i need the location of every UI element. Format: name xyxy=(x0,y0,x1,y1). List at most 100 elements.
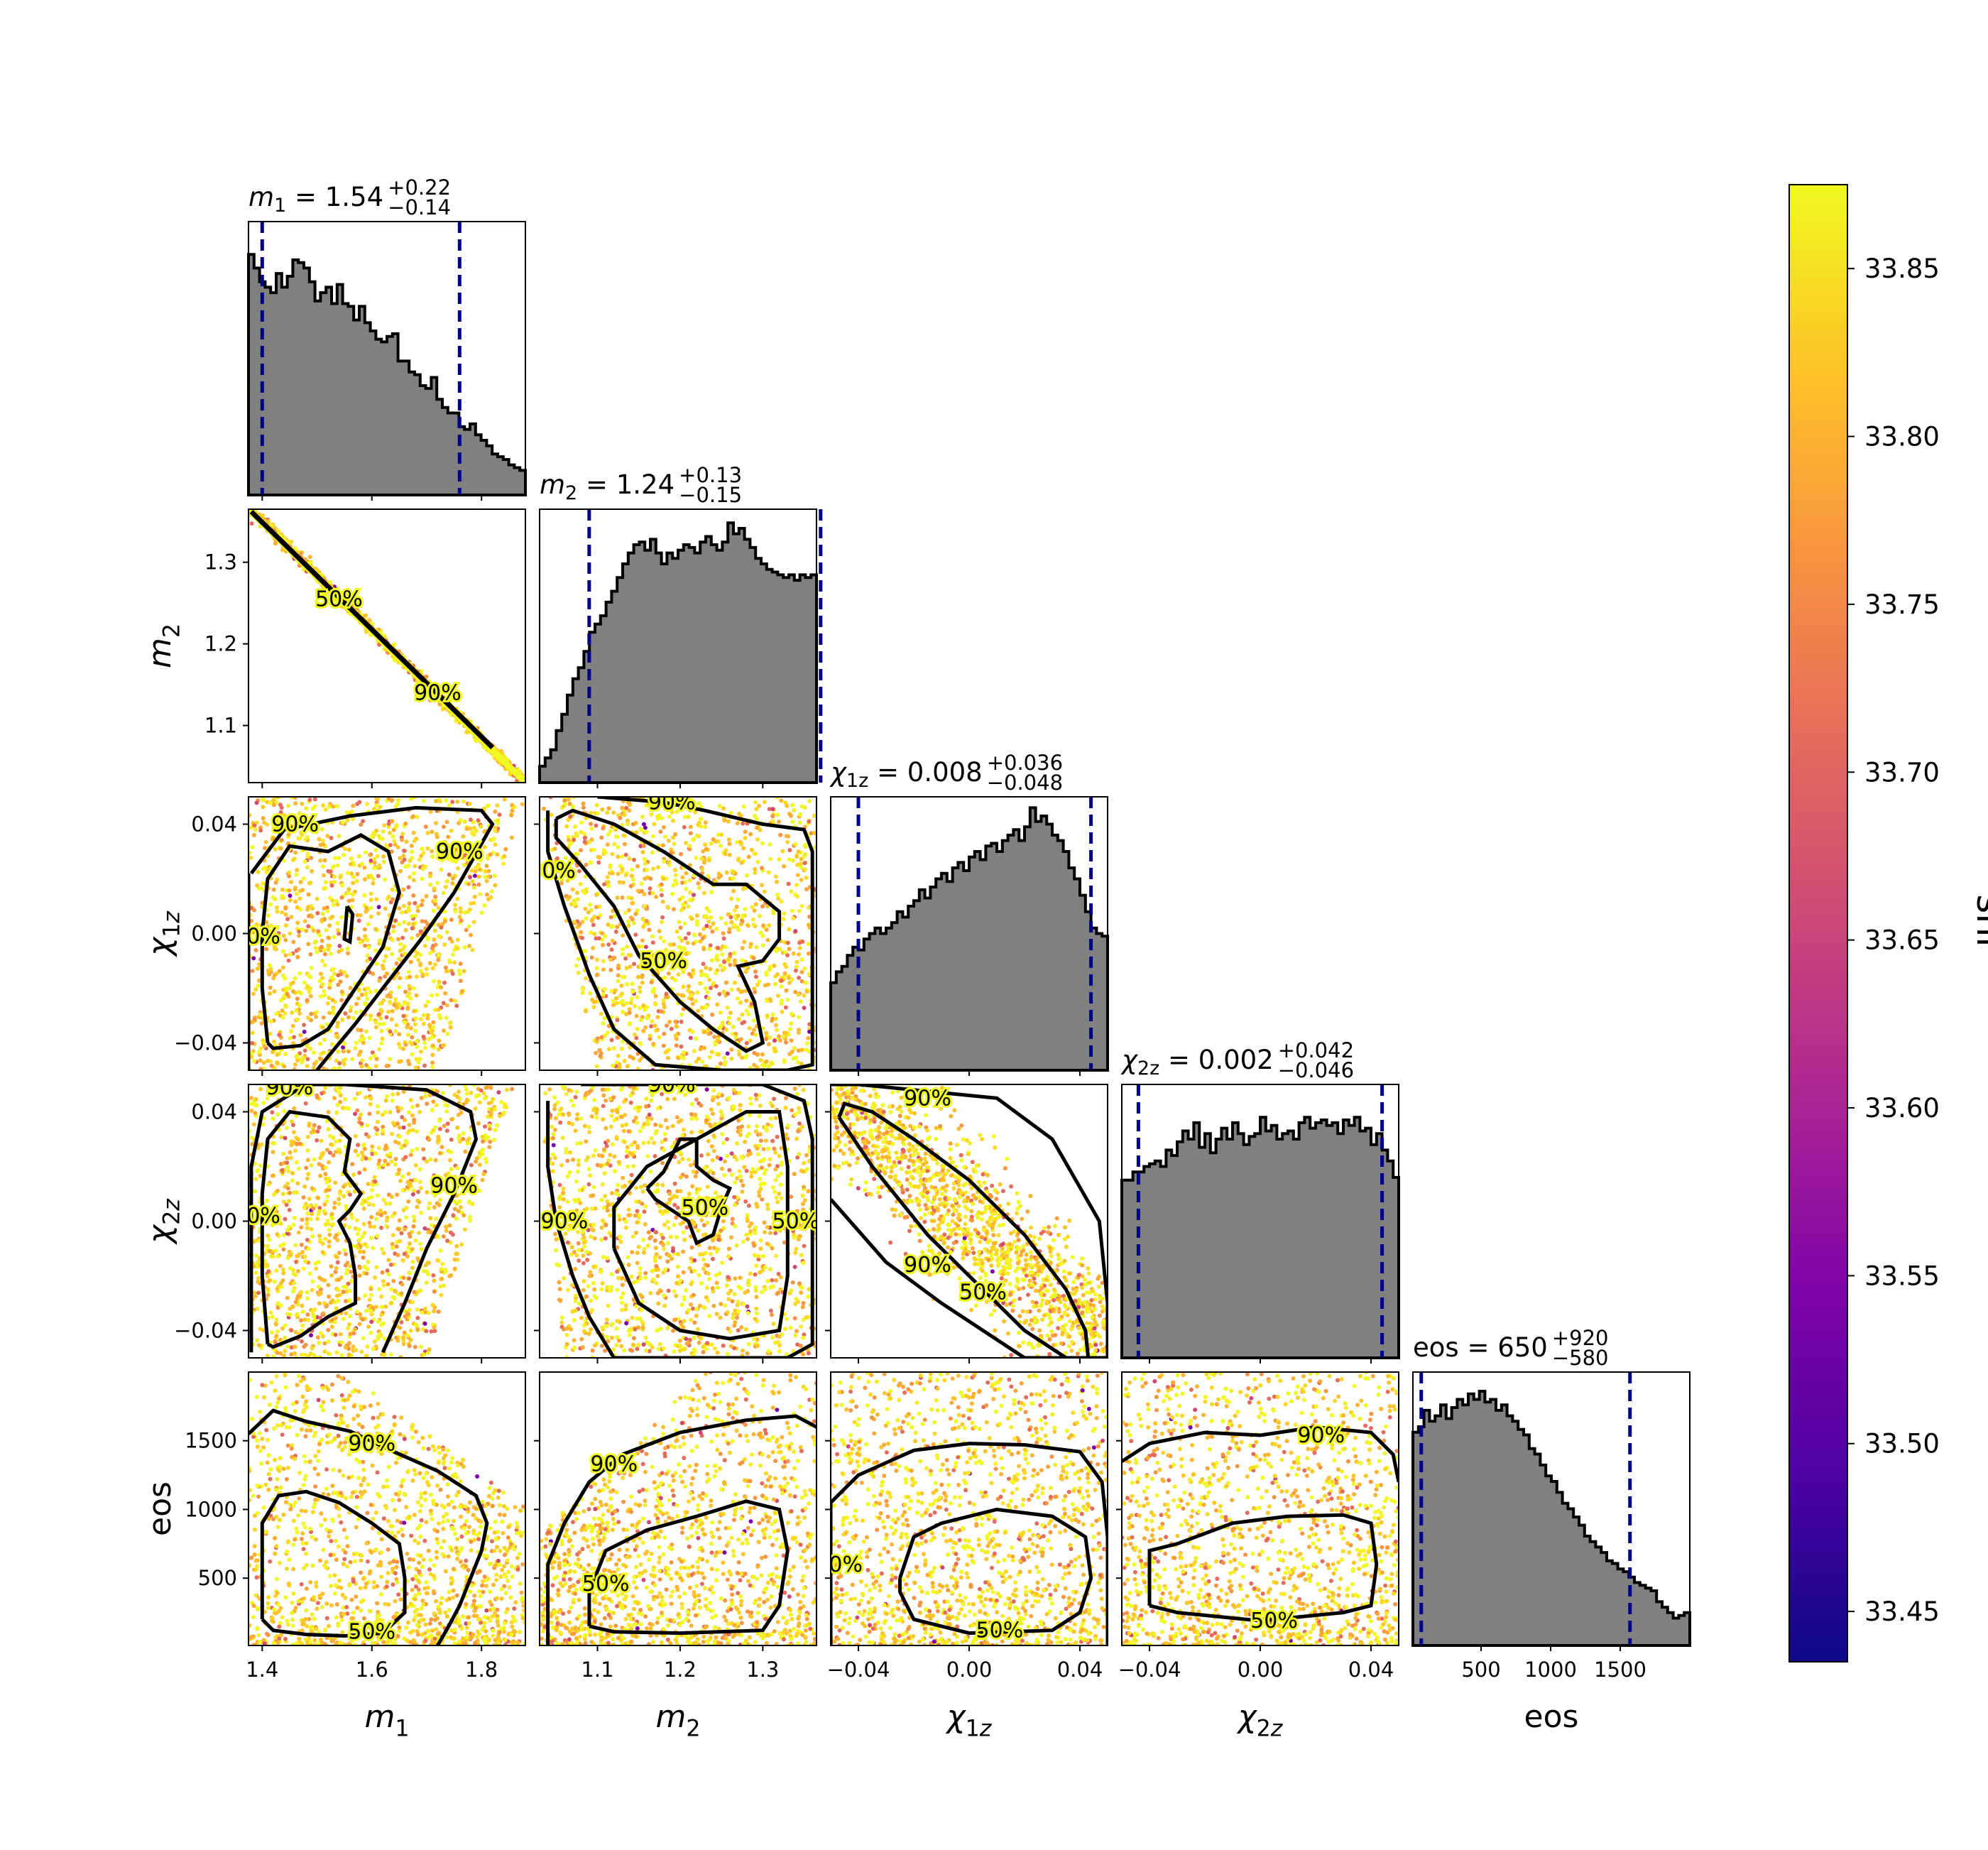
scatter-point xyxy=(326,1195,330,1199)
scatter-point xyxy=(736,821,740,825)
scatter-point xyxy=(420,847,424,851)
scatter-point xyxy=(426,1000,430,1004)
scatter-point xyxy=(487,1145,491,1149)
scatter-point xyxy=(358,1273,362,1278)
scatter-point xyxy=(689,917,694,921)
scatter-point xyxy=(381,1037,385,1041)
scatter-point xyxy=(708,1055,712,1060)
scatter-point xyxy=(630,981,635,986)
scatter-point xyxy=(433,902,437,906)
scatter-point xyxy=(752,956,756,960)
scatter-point xyxy=(589,827,594,831)
scatter-point xyxy=(770,1013,775,1017)
scatter-point xyxy=(400,936,405,940)
scatter-point xyxy=(797,941,802,945)
scatter-point xyxy=(632,962,636,966)
scatter-point xyxy=(336,1299,340,1303)
scatter-point xyxy=(409,1026,413,1030)
scatter-point xyxy=(412,1290,416,1294)
scatter-point xyxy=(634,821,638,825)
scatter-point xyxy=(673,868,677,872)
scatter-point xyxy=(731,889,736,893)
scatter-point xyxy=(371,1203,376,1207)
scatter-point xyxy=(796,1060,800,1065)
scatter-point xyxy=(733,959,737,964)
scatter-point xyxy=(342,1042,346,1046)
scatter-point xyxy=(601,959,606,964)
scatter-point xyxy=(804,876,809,880)
scatter-point xyxy=(374,1025,378,1030)
scatter-point xyxy=(651,940,655,945)
scatter-point xyxy=(624,873,628,877)
scatter-point xyxy=(315,897,320,901)
scatter-point xyxy=(251,991,256,996)
scatter-point xyxy=(711,922,716,926)
scatter-point xyxy=(326,1283,330,1288)
scatter-point xyxy=(618,816,623,820)
scatter-point xyxy=(413,1178,417,1182)
scatter-point xyxy=(260,1021,264,1025)
scatter-point xyxy=(435,881,439,885)
scatter-point xyxy=(771,911,775,915)
scatter-point xyxy=(280,910,284,915)
scatter-point xyxy=(745,1041,749,1045)
scatter-point xyxy=(394,805,398,809)
scatter-point xyxy=(586,910,591,915)
scatter-point xyxy=(607,806,611,810)
scatter-point xyxy=(432,909,436,913)
scatter-point xyxy=(595,973,599,977)
scatter-point xyxy=(271,798,275,802)
scatter-point xyxy=(351,881,355,885)
scatter-point xyxy=(805,989,809,994)
scatter-point xyxy=(716,876,721,880)
scatter-point xyxy=(297,1003,302,1008)
scatter-point xyxy=(463,945,467,950)
scatter-point xyxy=(313,798,317,802)
scatter-point xyxy=(415,974,419,979)
scatter-point xyxy=(639,827,643,832)
scatter-point xyxy=(378,805,383,809)
scatter-point xyxy=(797,1015,801,1019)
scatter-point xyxy=(280,1135,284,1139)
scatter-point xyxy=(652,822,657,826)
scatter-point xyxy=(611,1064,615,1068)
scatter-point xyxy=(627,953,631,957)
scatter-point xyxy=(393,918,398,923)
scatter-point xyxy=(724,921,728,925)
scatter-point xyxy=(716,1052,721,1056)
scatter-point xyxy=(302,1023,306,1027)
scatter-point xyxy=(679,1045,683,1049)
scatter-point xyxy=(679,925,683,930)
scatter-point xyxy=(601,992,606,996)
scatter-point xyxy=(297,972,302,976)
scatter-point xyxy=(435,832,439,836)
scatter-point xyxy=(248,504,252,508)
scatter-point xyxy=(775,812,780,817)
scatter-point xyxy=(785,834,789,838)
scatter-point xyxy=(437,980,442,984)
scatter-point xyxy=(476,883,481,887)
scatter-point xyxy=(444,798,448,802)
scatter-point xyxy=(601,943,605,947)
scatter-point xyxy=(374,1217,378,1221)
scatter-point xyxy=(300,802,304,806)
scatter-point xyxy=(638,1042,643,1046)
scatter-point xyxy=(403,858,407,862)
scatter-point xyxy=(314,946,318,950)
scatter-point xyxy=(790,820,794,824)
scatter-point xyxy=(741,946,745,950)
scatter-point xyxy=(612,956,616,960)
scatter-point xyxy=(595,966,599,970)
scatter-point xyxy=(626,822,630,826)
scatter-point xyxy=(716,1038,720,1043)
scatter-point xyxy=(733,908,737,913)
scatter-point xyxy=(599,1012,604,1016)
scatter-point xyxy=(409,960,413,964)
scatter-point xyxy=(393,1123,397,1128)
scatter-point xyxy=(400,1115,404,1119)
scatter-point xyxy=(295,920,300,925)
scatter-point xyxy=(501,861,506,866)
scatter-point xyxy=(320,939,324,943)
scatter-point xyxy=(609,989,613,994)
scatter-point xyxy=(659,1009,663,1013)
